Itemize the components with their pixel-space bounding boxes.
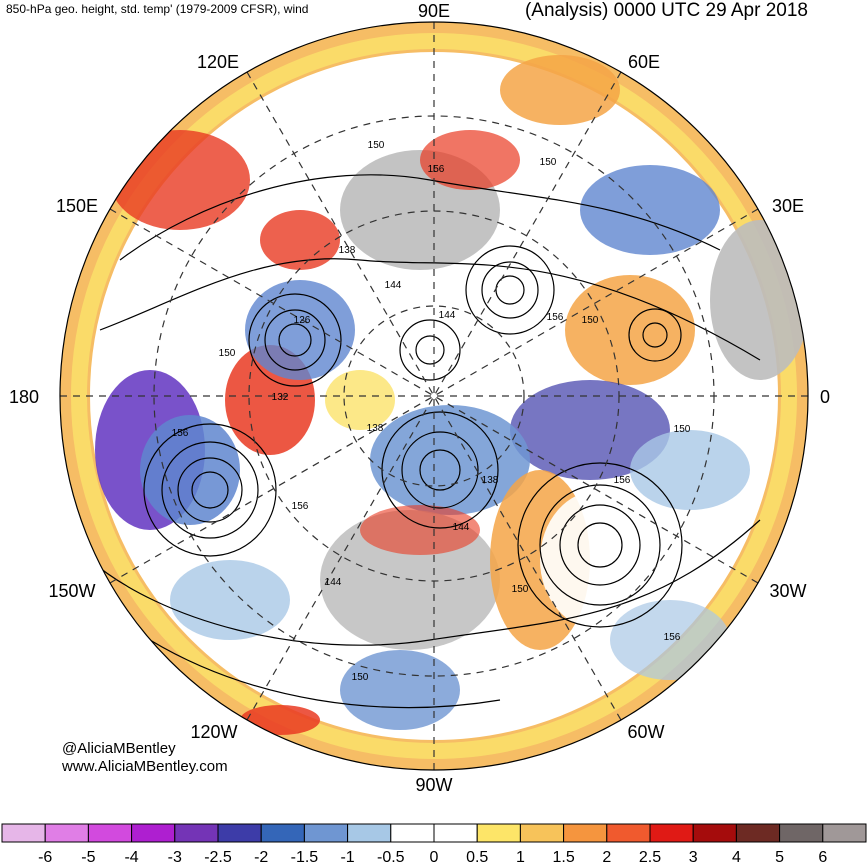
contour-label: 138 xyxy=(339,245,356,256)
lon-label-150w: 150W xyxy=(48,581,95,601)
contour-label: 144 xyxy=(385,280,402,291)
colorbar-label: 0 xyxy=(430,849,439,865)
colorbar-swatch xyxy=(44,823,89,843)
lon-label-0: 0 xyxy=(820,387,830,407)
contour-label: 150 xyxy=(368,140,385,151)
lon-label-60e: 60E xyxy=(628,52,660,72)
contour-label: 144 xyxy=(439,310,456,321)
colorbar-label: 3 xyxy=(689,849,698,865)
credit-website: www.AliciaMBentley.com xyxy=(62,758,228,775)
contour-label: 156 xyxy=(547,312,564,323)
colorbar-label: -4 xyxy=(124,849,138,865)
colorbar-swatch xyxy=(433,823,478,843)
colorbar-swatch xyxy=(347,823,392,843)
contour-label: 126 xyxy=(294,315,311,326)
lon-label-60w: 60W xyxy=(627,722,664,742)
contour-label: 150 xyxy=(540,157,557,168)
map-disc xyxy=(60,22,808,770)
contour-label: 150 xyxy=(352,672,369,683)
colorbar-swatch xyxy=(87,823,133,843)
colorbar-swatch xyxy=(822,823,867,843)
map-border xyxy=(59,21,809,771)
colorbar-label: 6 xyxy=(818,849,827,865)
contour-label: 150 xyxy=(219,348,236,359)
colorbar-label: -6 xyxy=(38,849,52,865)
lon-label-90e: 90E xyxy=(418,1,450,21)
colorbar-swatch xyxy=(131,823,176,843)
graticule xyxy=(60,22,808,770)
contour-label: 150 xyxy=(674,424,691,435)
colorbar-swatch xyxy=(606,823,651,843)
colorbar-label: -1.5 xyxy=(291,849,319,865)
colorbar: -6 -5 -4 -3 -2.5 -2 -1.5 -1 -0.5 0 0.5 1 1.5 2 2.5 3 4 5 6 xyxy=(1,823,867,865)
contour-labels: 150 156 150 138 144 144 126 150 132 138 138 156 144 1… xyxy=(172,140,691,683)
contour-label: 156 xyxy=(614,475,631,486)
colorbar-swatch xyxy=(692,823,737,843)
polar-map: 150 156 150 138 144 144 126 150 132 138 138 156 144 1… xyxy=(9,1,830,795)
temperature-anomaly-shading xyxy=(95,55,808,735)
colorbar-swatch xyxy=(735,823,781,843)
colorbar-label: -3 xyxy=(168,849,182,865)
colorbar-swatch xyxy=(563,823,608,843)
lon-label-30e: 30E xyxy=(772,196,804,216)
colorbar-swatch xyxy=(174,823,219,843)
colorbar-swatch xyxy=(217,823,262,843)
lon-label-90w: 90W xyxy=(415,775,452,795)
contour-label: 138 xyxy=(367,423,384,434)
contour-label: 156 xyxy=(172,428,189,439)
colorbar-label: -2.5 xyxy=(204,849,232,865)
lon-label-30w: 30W xyxy=(769,581,806,601)
lon-label-180: 180 xyxy=(9,387,39,407)
map-subtitle: 850-hPa geo. height, std. temp' (1979-20… xyxy=(6,2,309,16)
colorbar-label: 0.5 xyxy=(466,849,488,865)
colorbar-label: 1 xyxy=(516,849,525,865)
lon-label-150e: 150E xyxy=(56,196,98,216)
credit-handle: @AliciaMBentley xyxy=(62,740,176,757)
colorbar-swatch xyxy=(303,823,349,843)
contour-label: 156 xyxy=(292,501,309,512)
contour-label: 132 xyxy=(272,392,289,403)
colorbar-label: 4 xyxy=(732,849,741,865)
contour-label: 144 xyxy=(453,522,470,533)
contour-label: 156 xyxy=(664,632,681,643)
lon-label-120w: 120W xyxy=(190,722,237,742)
map-title: (Analysis) 0000 UTC 29 Apr 2018 xyxy=(524,0,808,21)
colorbar-label: 1.5 xyxy=(552,849,574,865)
colorbar-swatch xyxy=(390,823,435,843)
contour-label: 156 xyxy=(428,164,445,175)
colorbar-swatch xyxy=(476,823,521,843)
colorbar-swatch xyxy=(649,823,694,843)
colorbar-swatch xyxy=(519,823,565,843)
colorbar-label: -2 xyxy=(254,849,268,865)
contour-label: 138 xyxy=(482,475,499,486)
colorbar-label: 2.5 xyxy=(639,849,661,865)
colorbar-label: 5 xyxy=(775,849,784,865)
colorbar-swatch xyxy=(779,823,824,843)
contour-label: 144 xyxy=(325,577,342,588)
colorbar-label: -5 xyxy=(81,849,95,865)
height-contours xyxy=(89,174,761,709)
colorbar-label: -1 xyxy=(340,849,354,865)
colorbar-swatch xyxy=(260,823,305,843)
contour-label: 150 xyxy=(512,584,529,595)
lon-label-120e: 120E xyxy=(197,52,239,72)
colorbar-label: 2 xyxy=(602,849,611,865)
colorbar-label: -0.5 xyxy=(377,849,405,865)
contour-label: 150 xyxy=(582,315,599,326)
colorbar-swatch xyxy=(1,823,46,843)
